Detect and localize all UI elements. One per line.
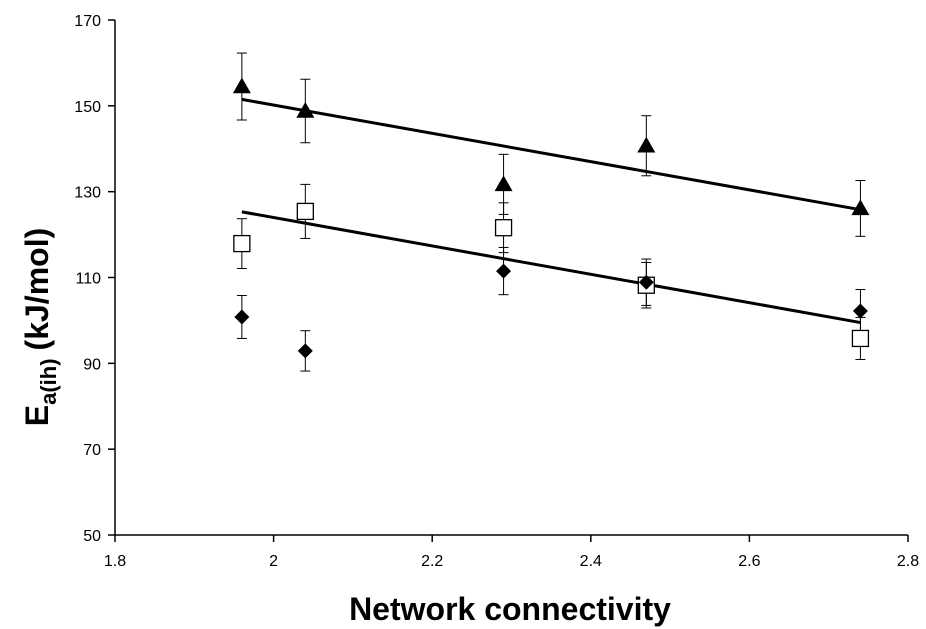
y-axis-title-subscript: a(ih) xyxy=(36,358,61,404)
triangle-marker xyxy=(637,136,656,153)
x-tick-label: 2.8 xyxy=(897,553,919,570)
y-axis-title-main: E xyxy=(19,405,55,426)
tick-labels: 50 70 90 110 130 150 170 1.8 2 2.2 2.4 2.6 2.8 xyxy=(74,13,919,570)
data-markers xyxy=(232,77,870,359)
square-marker xyxy=(494,219,513,237)
diamond-marker xyxy=(638,274,654,290)
x-tick-label: 2.6 xyxy=(738,553,760,570)
triangle-marker xyxy=(494,175,513,192)
y-tick-label: 50 xyxy=(83,528,101,545)
x-axis-title: Network connectivity xyxy=(349,591,671,627)
triangle-marker xyxy=(232,77,251,94)
x-tick-label: 1.8 xyxy=(104,553,126,570)
x-tick-label: 2 xyxy=(269,553,278,570)
x-tick-label: 2.4 xyxy=(580,553,602,570)
y-tick-label: 170 xyxy=(74,13,101,30)
diamond-marker xyxy=(234,309,250,325)
y-tick-label: 130 xyxy=(74,185,101,202)
y-tick-label: 90 xyxy=(83,356,101,373)
axes xyxy=(108,19,909,542)
y-axis-title: Ea(ih) (kJ/mol) xyxy=(19,228,61,426)
trendline-series-0 xyxy=(241,97,861,212)
triangle-marker xyxy=(296,101,315,118)
error-bars xyxy=(236,52,866,372)
square-marker xyxy=(296,202,314,221)
y-axis-title-unit: (kJ/mol) xyxy=(19,228,55,351)
y-tick-label: 110 xyxy=(75,271,101,288)
diamond-marker xyxy=(852,303,868,319)
x-tick-label: 2.2 xyxy=(421,553,443,570)
y-tick-label: 70 xyxy=(83,442,101,459)
square-marker xyxy=(233,234,251,253)
y-tick-label: 150 xyxy=(74,99,101,116)
trendlines xyxy=(241,97,861,325)
trendline-series-1 xyxy=(241,210,861,325)
diamond-marker xyxy=(496,263,512,279)
square-marker xyxy=(851,329,870,348)
triangle-marker xyxy=(851,199,870,216)
diamond-marker xyxy=(297,343,313,359)
